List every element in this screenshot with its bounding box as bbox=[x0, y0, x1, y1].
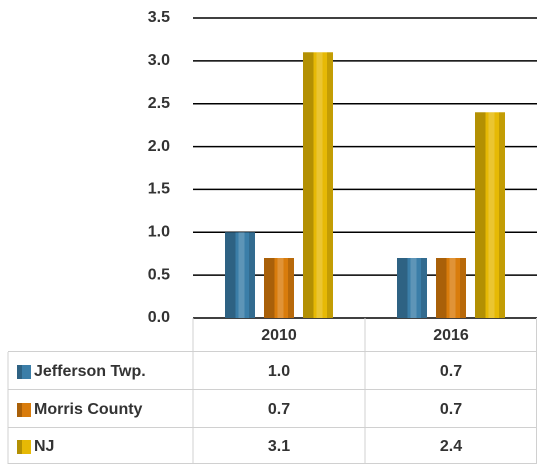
legend-label: Morris County bbox=[34, 401, 143, 418]
legend-marker-shade bbox=[17, 365, 22, 379]
data-table-value: 0.7 bbox=[440, 401, 462, 418]
y-tick-label: 3.5 bbox=[148, 9, 170, 26]
bar-highlight bbox=[410, 258, 417, 318]
bar-highlight bbox=[277, 258, 284, 318]
bar bbox=[475, 112, 505, 319]
bar bbox=[397, 258, 427, 318]
bar-highlight bbox=[449, 258, 456, 318]
y-tick-label: 0.5 bbox=[148, 266, 170, 283]
bar-shade bbox=[499, 112, 505, 319]
bar-shade bbox=[397, 258, 408, 318]
y-tick-label: 0.0 bbox=[148, 309, 170, 326]
legend-marker-shade bbox=[17, 403, 22, 417]
y-tick-label: 1.0 bbox=[148, 224, 170, 241]
bar-shade bbox=[225, 232, 236, 318]
legend-label: NJ bbox=[34, 438, 54, 455]
bar-shade bbox=[264, 258, 275, 318]
data-table-value: 3.1 bbox=[268, 438, 290, 455]
bar-shade bbox=[475, 112, 486, 319]
bar-shade bbox=[288, 258, 294, 318]
bar bbox=[225, 232, 255, 318]
legend-marker-shade bbox=[17, 440, 22, 454]
bar-shade bbox=[460, 258, 466, 318]
bar bbox=[436, 258, 466, 318]
bar-shade bbox=[421, 258, 427, 318]
bar bbox=[264, 258, 294, 318]
bar-shade bbox=[303, 52, 314, 319]
data-table-value: 0.7 bbox=[268, 401, 290, 418]
legend-label: Jefferson Twp. bbox=[34, 363, 146, 380]
bar-shade bbox=[436, 258, 447, 318]
bar-highlight bbox=[238, 232, 245, 318]
data-table-value: 2.4 bbox=[440, 438, 462, 455]
bar-shade bbox=[249, 232, 255, 318]
bar-highlight bbox=[316, 52, 323, 319]
x-tick-label: 2016 bbox=[433, 327, 469, 344]
bar-shade bbox=[327, 52, 333, 319]
y-tick-label: 2.5 bbox=[148, 95, 170, 112]
legend-marker bbox=[17, 365, 31, 379]
data-table-value: 0.7 bbox=[440, 363, 462, 380]
y-tick-label: 1.5 bbox=[148, 181, 170, 198]
legend-marker bbox=[17, 403, 31, 417]
data-table-value: 1.0 bbox=[268, 363, 290, 380]
legend-marker bbox=[17, 440, 31, 454]
bar-highlight bbox=[488, 112, 495, 319]
bar bbox=[303, 52, 333, 319]
y-tick-label: 2.0 bbox=[148, 138, 170, 155]
x-tick-label: 2010 bbox=[261, 327, 297, 344]
y-tick-label: 3.0 bbox=[148, 52, 170, 69]
